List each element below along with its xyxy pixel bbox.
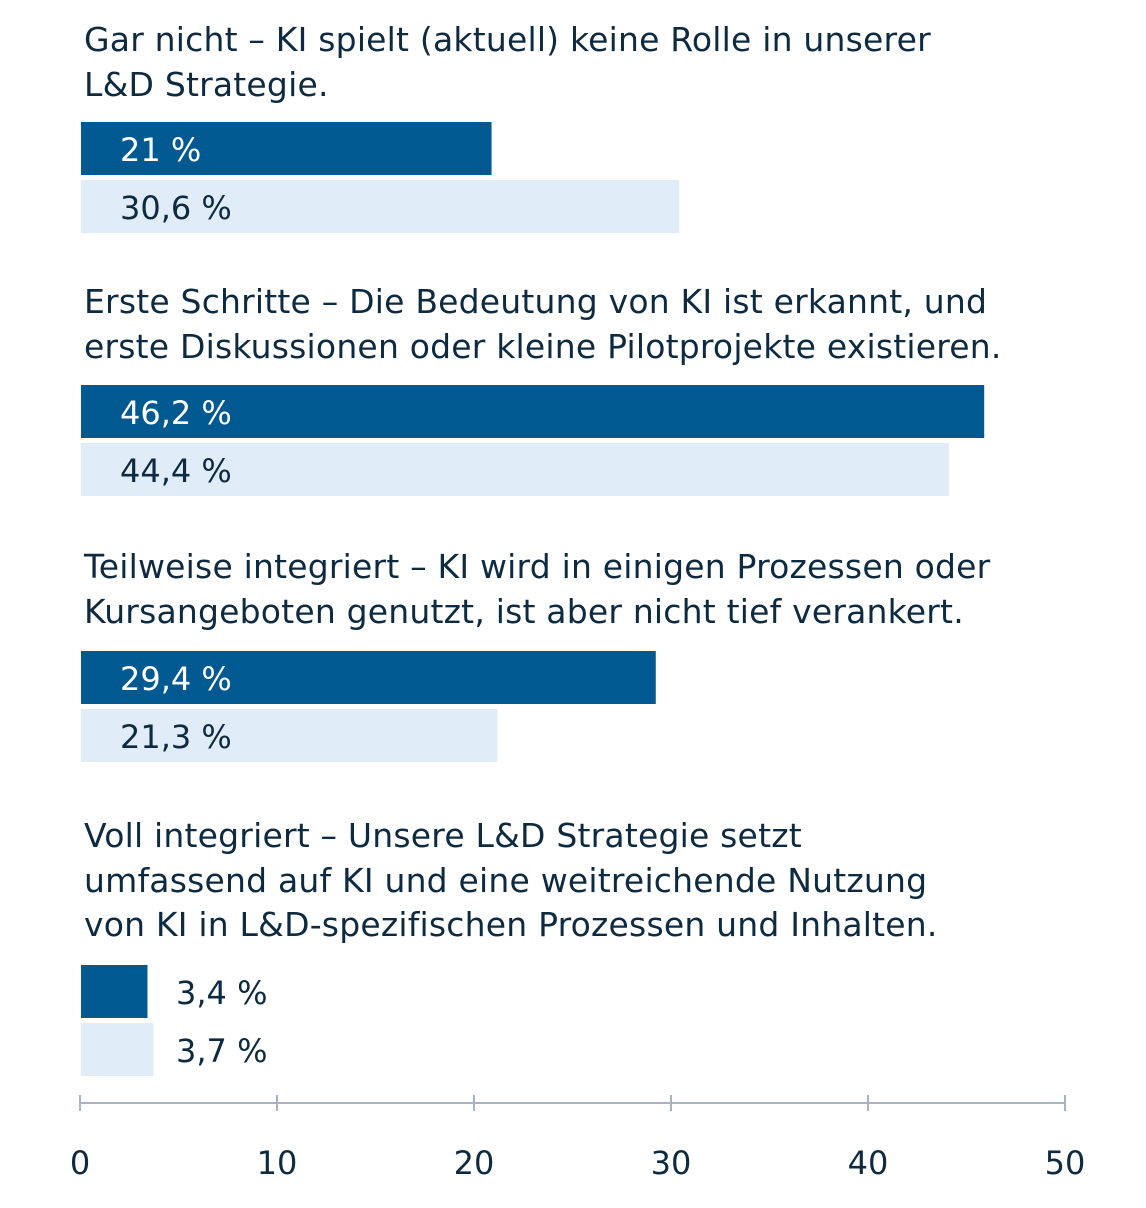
x-tick-label: 20: [454, 1144, 495, 1182]
data-label: 3,7 %: [176, 1032, 267, 1070]
category-label-line: von KI in L&D-spezifischen Prozessen und…: [84, 905, 938, 944]
data-label: 46,2 %: [120, 394, 232, 432]
data-label: 30,6 %: [120, 189, 232, 227]
data-label: 3,4 %: [176, 974, 267, 1012]
data-label: 29,4 %: [120, 660, 232, 698]
x-tick-label: 0: [70, 1144, 90, 1182]
bar: [81, 385, 985, 438]
x-tick-label: 10: [257, 1144, 298, 1182]
x-tick-label: 40: [848, 1144, 889, 1182]
x-tick-label: 30: [651, 1144, 692, 1182]
category-label-line: erste Diskussionen oder kleine Pilotproj…: [84, 326, 1002, 366]
data-label: 44,4 %: [120, 452, 232, 490]
category-label-line: Teilweise integriert – KI wird in einige…: [84, 547, 991, 586]
category-label-line: umfassend auf KI und eine weitreichende …: [84, 860, 928, 900]
category-label-line: Voll integriert – Unsere L&D Strategie s…: [84, 816, 802, 855]
category-label: Voll integriert – Unsere L&D Strategie s…: [84, 814, 938, 948]
category-label-line: Erste Schritte – Die Bedeutung von KI is…: [84, 282, 988, 321]
bar: [81, 180, 680, 233]
bar: [81, 122, 492, 175]
category-label: Erste Schritte – Die Bedeutung von KI is…: [84, 280, 1002, 369]
bar: [81, 651, 656, 704]
data-label: 21,3 %: [120, 718, 232, 756]
bar: [81, 1023, 154, 1076]
bar: [81, 965, 148, 1018]
category-label-line: Kursangeboten genutzt, ist aber nicht ti…: [84, 591, 964, 631]
bar: [81, 443, 950, 496]
bar: [81, 709, 498, 762]
category-label: Teilweise integriert – KI wird in einige…: [84, 545, 990, 634]
data-label: 21 %: [120, 131, 201, 169]
category-label: Gar nicht – KI spielt (aktuell) keine Ro…: [84, 18, 931, 107]
category-label-line: Gar nicht – KI spielt (aktuell) keine Ro…: [84, 20, 931, 59]
x-tick-label: 50: [1045, 1144, 1086, 1182]
category-label-line: L&D Strategie.: [84, 64, 329, 104]
